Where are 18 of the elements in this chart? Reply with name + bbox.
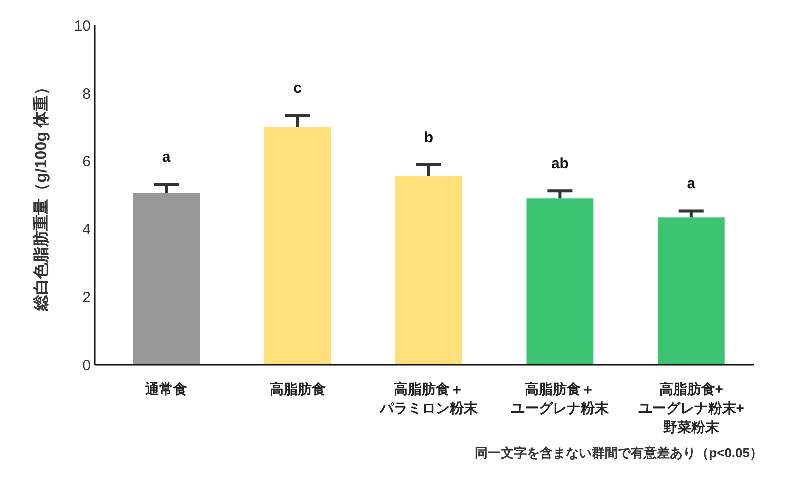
y-axis-title: 総白色脂肪重量（g/100g 体重） (32, 80, 50, 312)
annotation: ab (551, 156, 569, 173)
x-tick-label: 高脂肪食＋ユーグレナ粉末 (511, 381, 610, 416)
annotation: b (424, 130, 434, 147)
y-tick-label: 8 (82, 86, 91, 103)
annotation: a (162, 149, 172, 166)
annotation: a (687, 176, 696, 193)
x-tick-label: 通常食 (144, 381, 188, 398)
y-tick-label: 6 (82, 154, 91, 171)
text: 同一文字を含まない群間で有意差あり（p<0.05） (475, 446, 763, 460)
y-tick-label: 0 (82, 357, 91, 374)
y-tick-label: 2 (82, 289, 91, 306)
y-tick-label: 4 (82, 222, 91, 239)
x-tick-label: 高脂肪食 (270, 381, 326, 398)
x-tick-label: 高脂肪食+ユーグレナ粉末+野菜粉末 (638, 381, 744, 436)
y-tick-label: 10 (74, 18, 91, 35)
x-tick-label: 高脂肪食＋パラミロン粉末 (379, 381, 479, 416)
annotation: c (294, 80, 302, 97)
